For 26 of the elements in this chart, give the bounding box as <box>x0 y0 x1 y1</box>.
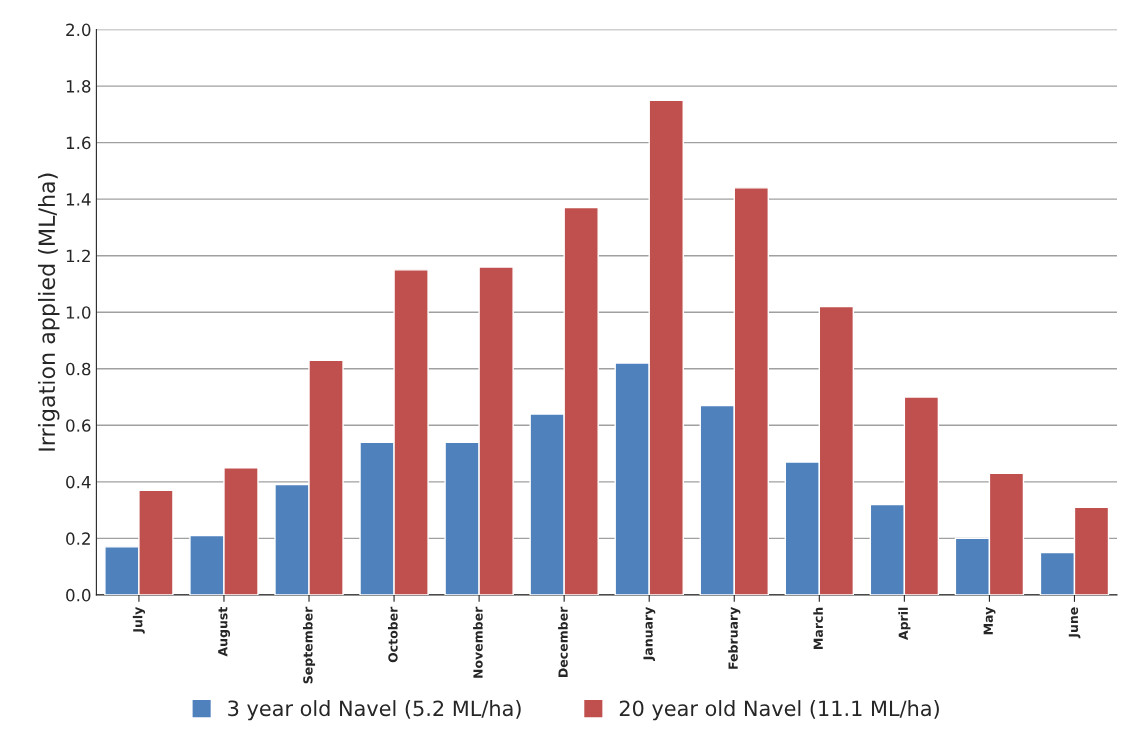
x-tick-label: November <box>473 606 483 678</box>
y-tick-label: 1.6 <box>66 136 91 150</box>
x-tick-label: July <box>132 606 146 634</box>
x-tick-label: May <box>983 606 996 635</box>
y-tick-label: 0.8 <box>66 362 91 376</box>
y-axis-title: Irrigation applied (ML/ha) <box>37 173 60 451</box>
y-tick-label: 1.2 <box>66 249 90 263</box>
x-tick-label: February <box>728 606 741 669</box>
x-tick-label: September <box>302 606 316 684</box>
x-tick-label: March <box>813 607 823 649</box>
y-tick-label: 1.8 <box>66 80 91 93</box>
y-tick-label: 1.4 <box>66 193 91 206</box>
x-tick-label: January <box>643 606 656 662</box>
x-tick-label: December <box>558 606 568 677</box>
legend-label: 20 year old Navel (11.1 ML/ha) <box>619 700 939 721</box>
y-tick-label: 2.0 <box>66 23 91 37</box>
x-tick-label: June <box>1068 607 1081 639</box>
x-tick-label: October <box>388 606 398 663</box>
y-tick-label: 1.0 <box>66 306 91 319</box>
y-tick-label: 0.6 <box>66 419 91 432</box>
y-tick-label: 0.0 <box>66 588 91 602</box>
y-tick-label: 0.2 <box>66 532 90 545</box>
x-tick-label: April <box>898 607 911 640</box>
x-tick-label: August <box>218 606 231 657</box>
legend-label: 3 year old Navel (5.2 ML/ha) <box>228 700 521 721</box>
y-tick-label: 0.4 <box>66 475 91 489</box>
